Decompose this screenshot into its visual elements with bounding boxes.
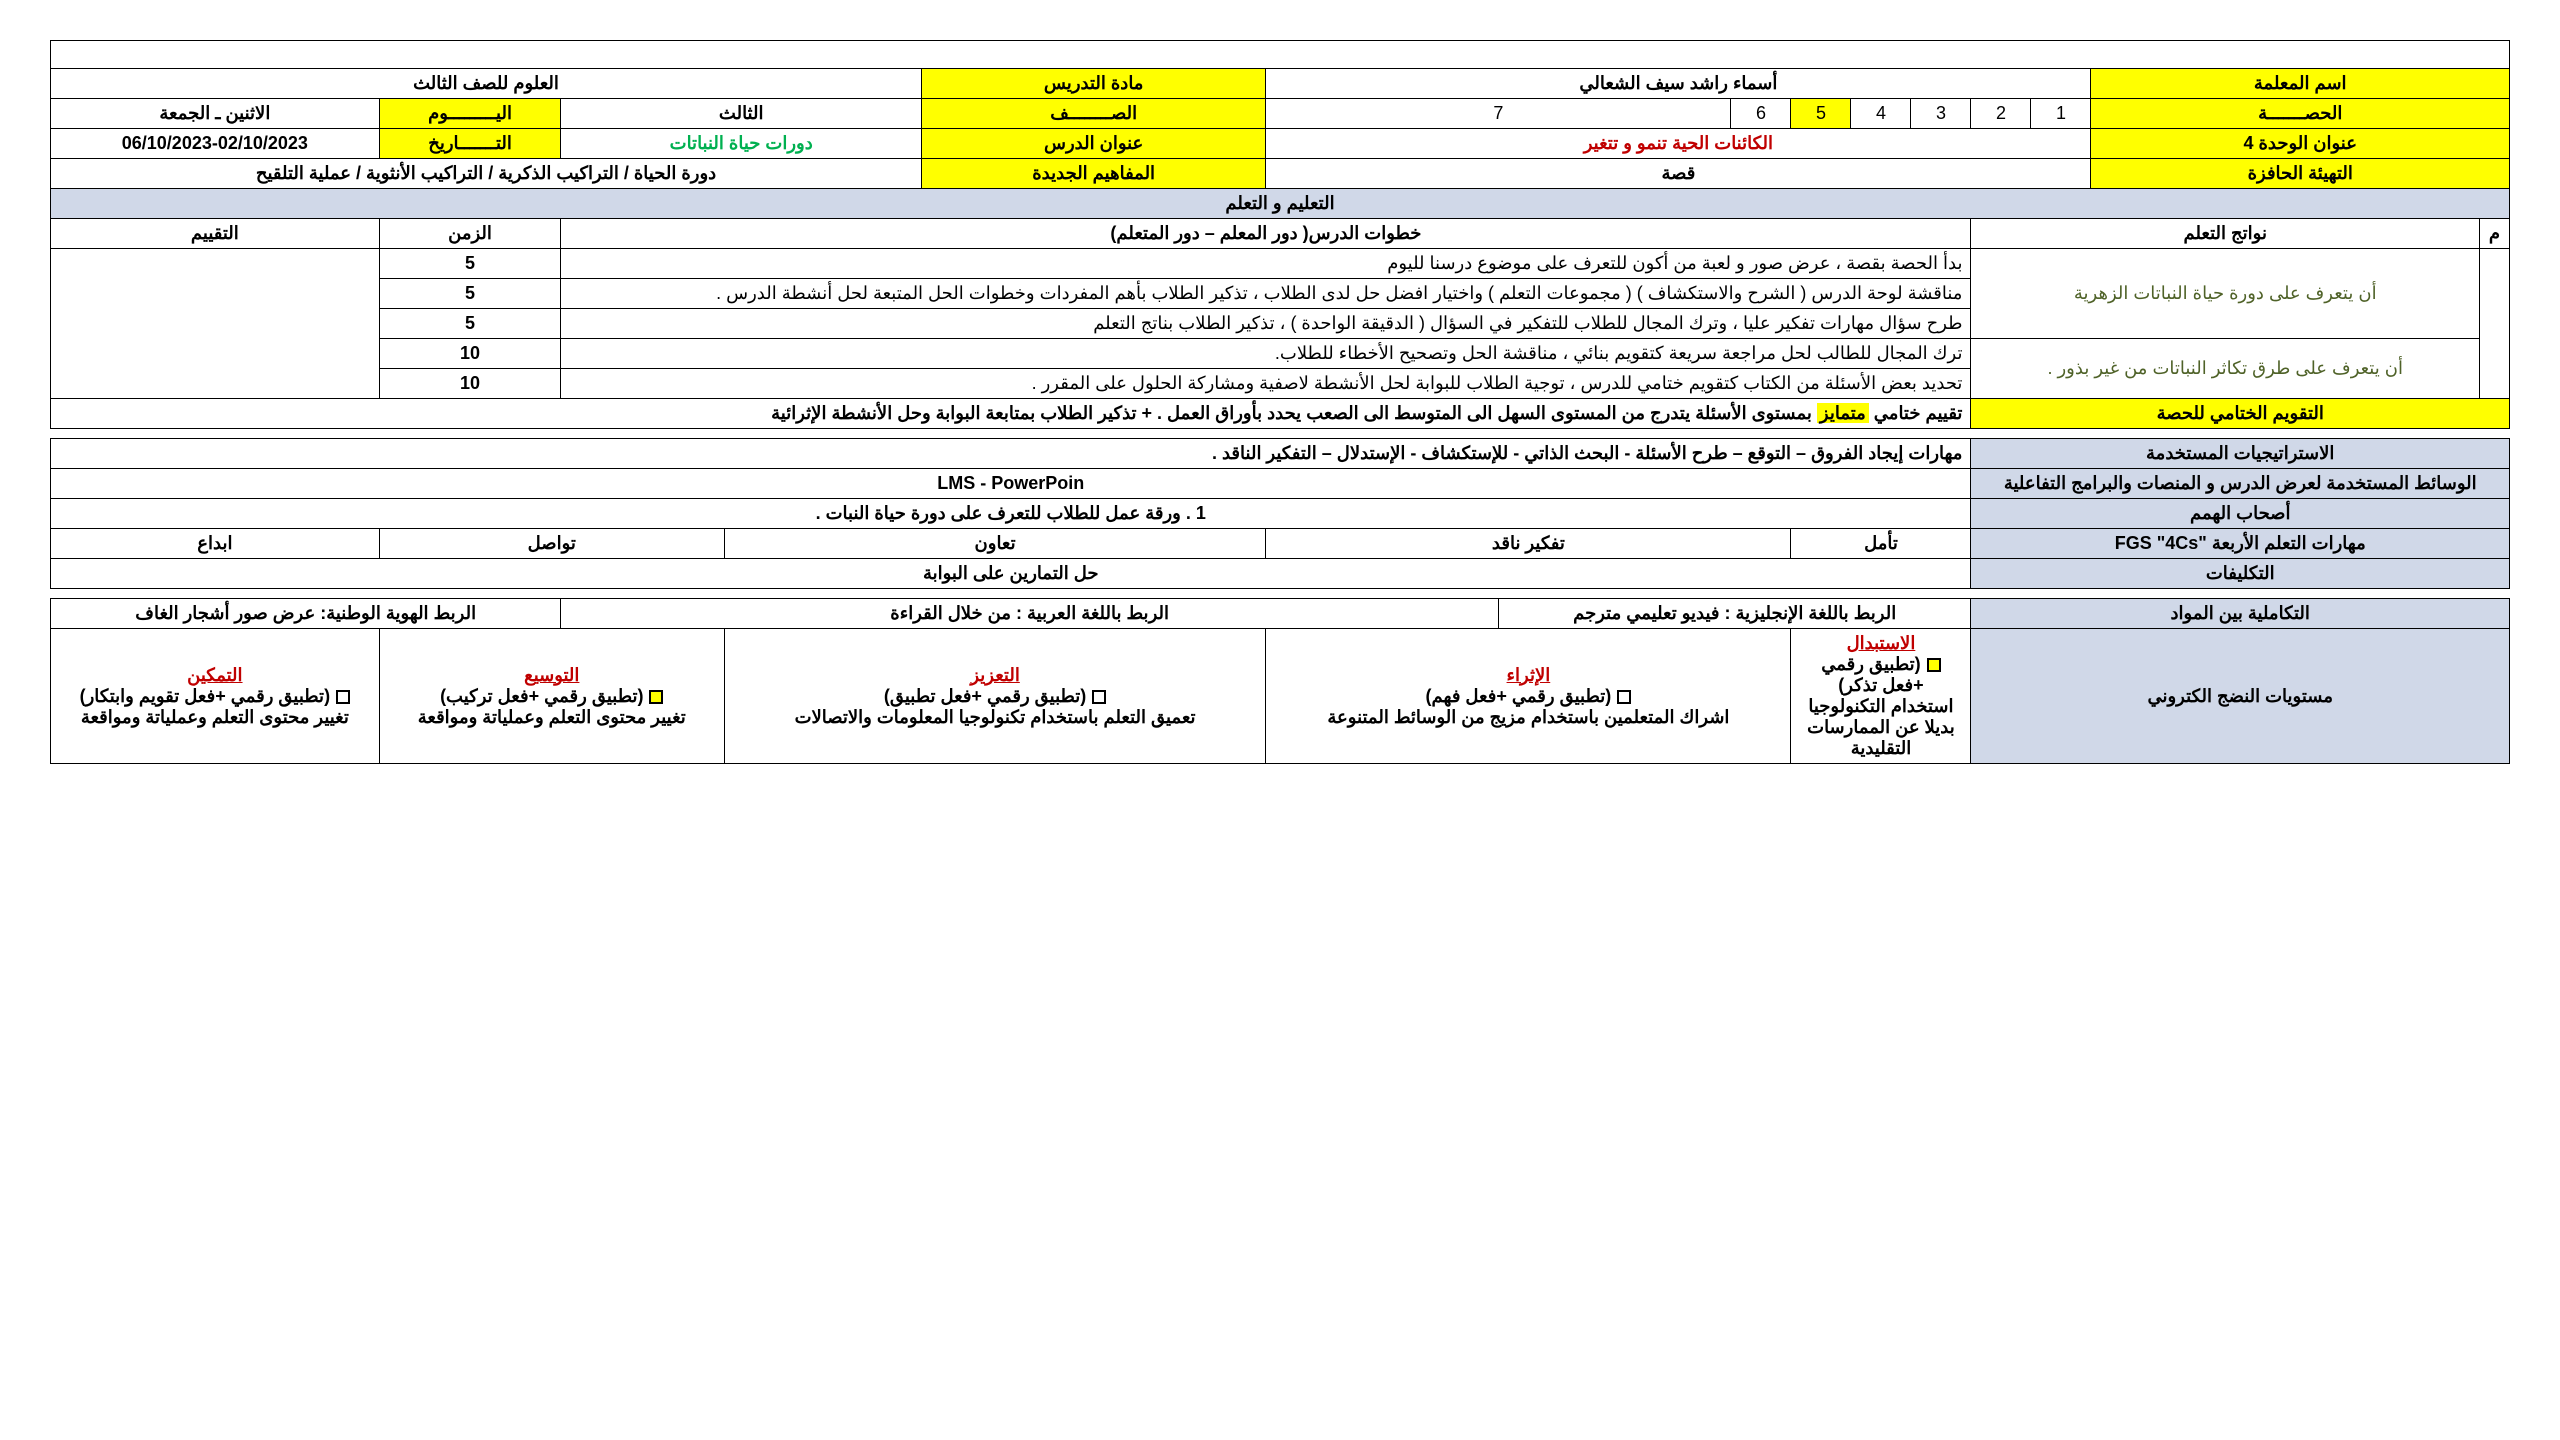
m-cell: [2480, 249, 2510, 399]
m1-title: الإثراء: [1274, 665, 1782, 686]
m4-sub: (تطبيق رقمي +فعل تقويم وابتكار): [80, 686, 330, 706]
step-4: ترك المجال للطالب لحل مراجعة سريعة كتقوي…: [561, 339, 1971, 369]
integration-en: الربط باللغة الإنجليزية : فيديو تعليمي م…: [1498, 599, 1971, 629]
period-6: 6: [1731, 99, 1791, 129]
c3: تعاون: [724, 529, 1265, 559]
step-5: تحديد بعض الأسئلة من الكتاب كتقويم ختامي…: [561, 369, 1971, 399]
checkbox-icon: [1092, 690, 1106, 704]
m2-desc: تعميق التعلم باستخدام تكنولوجيا المعلوما…: [733, 707, 1257, 728]
m0-sub: (تطبيق رقمي +فعل تذكر): [1821, 654, 1923, 695]
teacher-label: اسم المعلمة: [2091, 69, 2510, 99]
time-5: 10: [379, 369, 561, 399]
date-label: التـــــــاريخ: [379, 129, 561, 159]
teacher-name: أسماء راشد سيف الشعالي: [1266, 69, 2091, 99]
period-1: 1: [2031, 99, 2091, 129]
subject-value: العلوم للصف الثالث: [51, 69, 922, 99]
lesson-value: دورات حياة النباتات: [561, 129, 922, 159]
maturity-level-2: التعزيز (تطبيق رقمي +فعل تطبيق) تعميق ال…: [724, 629, 1265, 764]
day-label: اليـــــــــوم: [379, 99, 561, 129]
period-label: الحصـــــــة: [2091, 99, 2510, 129]
strategies-value: مهارات إيجاد الفروق – التوقع – طرح الأسئ…: [51, 439, 1971, 469]
col-m: م: [2480, 219, 2510, 249]
period-4: 4: [1851, 99, 1911, 129]
c4: تواصل: [379, 529, 724, 559]
final-assess-value: تقييم ختامي متمايز بمستوى الأسئلة يتدرج …: [51, 399, 1971, 429]
strategies-label: الاستراتيجيات المستخدمة: [1971, 439, 2510, 469]
skills4c-label: مهارات التعلم الأربعة "FGS "4Cs: [1971, 529, 2510, 559]
col-steps: خطوات الدرس( دور المعلم – دور المتعلم): [561, 219, 1971, 249]
maturity-level-1: الإثراء (تطبيق رقمي +فعل فهم) اشراك المت…: [1266, 629, 1791, 764]
teaching-section-title: التعليم و التعلم: [51, 189, 2510, 219]
outcome-1: أن يتعرف على دورة حياة النباتات الزهرية: [1971, 249, 2480, 339]
m0-desc: استخدام التكنولوجيا بديلا عن الممارسات ا…: [1799, 696, 1962, 759]
time-2: 5: [379, 279, 561, 309]
m3-title: التوسيع: [388, 665, 716, 686]
m3-sub: (تطبيق رقمي +فعل تركيب): [440, 686, 643, 706]
unit-label: عنوان الوحدة 4: [2091, 129, 2510, 159]
warmup-label: التهيئة الحافزة: [2091, 159, 2510, 189]
c1: تأمل: [1791, 529, 1971, 559]
m1-sub: (تطبيق رقمي +فعل فهم): [1426, 686, 1612, 706]
unit-value: الكائنات الحية تنمو و تتغير: [1266, 129, 2091, 159]
class-label: الصــــــــف: [921, 99, 1265, 129]
integration-label: التكاملية بين المواد: [1971, 599, 2510, 629]
time-3: 5: [379, 309, 561, 339]
integration-nat: الربط الهوية الوطنية: عرض صور أشجار الغا…: [51, 599, 561, 629]
lesson-label: عنوان الدرس: [921, 129, 1265, 159]
m2-title: التعزيز: [733, 665, 1257, 686]
final-assess-label: التقويم الختامي للحصة: [1971, 399, 2510, 429]
c2: تفكير ناقد: [1266, 529, 1791, 559]
outcome-2: أن يتعرف على طرق تكاثر النباتات من غير ب…: [1971, 339, 2480, 399]
lesson-plan-table: اسم المعلمة أسماء راشد سيف الشعالي مادة …: [50, 40, 2510, 764]
step-3: طرح سؤال مهارات تفكير عليا ، وترك المجال…: [561, 309, 1971, 339]
m3-desc: تغيير محتوى التعلم وعملياتة ومواقعة: [388, 707, 716, 728]
date-value: 06/10/2023-02/10/2023: [51, 129, 380, 159]
subject-label: مادة التدريس: [921, 69, 1265, 99]
final-suffix: بمستوى الأسئلة يتدرج من المستوى السهل ال…: [771, 403, 1817, 423]
m4-title: التمكين: [59, 665, 371, 686]
maturity-level-3: التوسيع (تطبيق رقمي +فعل تركيب) تغيير مح…: [379, 629, 724, 764]
assignments-label: التكليفات: [1971, 559, 2510, 589]
m0-title: الاستبدال: [1799, 633, 1962, 654]
maturity-level-0: الاستبدال (تطبيق رقمي +فعل تذكر) استخدام…: [1791, 629, 1971, 764]
time-4: 10: [379, 339, 561, 369]
day-value: الاثنين ـ الجمعة: [51, 99, 380, 129]
media-value: LMS - PowerPoin: [51, 469, 1971, 499]
media-label: الوسائط المستخدمة لعرض الدرس و المنصات و…: [1971, 469, 2510, 499]
checkbox-icon: [649, 690, 663, 704]
time-1: 5: [379, 249, 561, 279]
final-highlight: متمايز: [1817, 403, 1869, 423]
step-2: مناقشة لوحة الدرس ( الشرح والاستكشاف ) (…: [561, 279, 1971, 309]
concepts-label: المفاهيم الجديدة: [921, 159, 1265, 189]
special-value: 1 . ورقة عمل للطلاب للتعرف على دورة حياة…: [51, 499, 1971, 529]
m1-desc: اشراك المتعلمين باستخدام مزيج من الوسائط…: [1274, 707, 1782, 728]
class-value: الثالث: [561, 99, 922, 129]
step-1: بدأ الحصة بقصة ، عرض صور و لعبة من أكون …: [561, 249, 1971, 279]
checkbox-icon: [336, 690, 350, 704]
assess-cell: [51, 249, 380, 399]
c5: ابداع: [51, 529, 380, 559]
assignments-value: حل التمارين على البوابة: [51, 559, 1971, 589]
period-3: 3: [1911, 99, 1971, 129]
warmup-value: قصة: [1266, 159, 2091, 189]
checkbox-icon: [1927, 658, 1941, 672]
m4-desc: تغيير محتوى التعلم وعملياتة ومواقعة: [59, 707, 371, 728]
period-7: 7: [1266, 99, 1731, 129]
special-label: أصحاب الهمم: [1971, 499, 2510, 529]
m2-sub: (تطبيق رقمي +فعل تطبيق): [884, 686, 1086, 706]
col-assess: التقييم: [51, 219, 380, 249]
integration-ar: الربط باللغة العربية : من خلال القراءة: [561, 599, 1499, 629]
col-time: الزمن: [379, 219, 561, 249]
period-5: 5: [1791, 99, 1851, 129]
concepts-value: دورة الحياة / التراكيب الذكرية / التراكي…: [51, 159, 922, 189]
checkbox-icon: [1617, 690, 1631, 704]
maturity-level-4: التمكين (تطبيق رقمي +فعل تقويم وابتكار) …: [51, 629, 380, 764]
col-outcomes: نواتج التعلم: [1971, 219, 2480, 249]
final-prefix: تقييم ختامي: [1869, 403, 1963, 423]
period-2: 2: [1971, 99, 2031, 129]
maturity-label: مستويات النضج الكتروني: [1971, 629, 2510, 764]
